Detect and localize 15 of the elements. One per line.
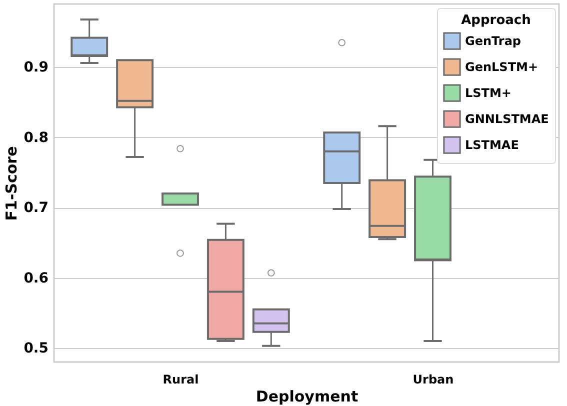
y-tick-label: 0.8 <box>24 130 48 146</box>
x-axis-title: Deployment <box>256 388 358 406</box>
legend-label: GenLSTM+ <box>465 60 538 74</box>
y-tick-label: 0.9 <box>24 60 48 76</box>
y-axis-title: F1-Score <box>2 146 21 221</box>
legend-label: LSTMAE <box>465 138 519 152</box>
y-tick-label: 0.6 <box>24 270 48 286</box>
legend-title: Approach <box>461 13 531 28</box>
x-tick-label: Urban <box>412 372 454 386</box>
y-tick-label: 0.5 <box>24 340 48 356</box>
legend-label: LSTM+ <box>465 86 512 100</box>
y-tick-label: 0.7 <box>24 200 48 216</box>
legend-label: GNNLSTMAE <box>465 112 549 126</box>
x-tick-label: Rural <box>162 372 199 386</box>
legend-label: GenTrap <box>465 34 522 48</box>
